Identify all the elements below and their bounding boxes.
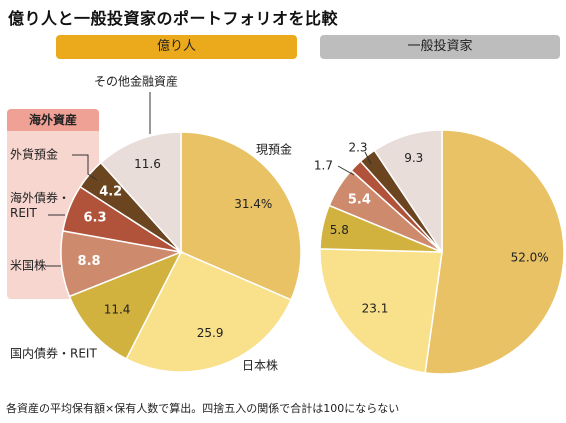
- pie-slice: [99, 131, 182, 254]
- pie-value-label: 23.1: [362, 301, 389, 315]
- category-label: 日本株: [242, 358, 278, 373]
- pie-value-label: 5.4: [348, 193, 371, 208]
- pie-value-label: 5.8: [330, 223, 349, 237]
- pie-title-rich: 億り人: [56, 35, 297, 59]
- category-label: 海外債券・ REIT: [10, 190, 70, 220]
- pie-slice: [319, 248, 443, 374]
- pie-slice: [424, 129, 565, 375]
- pie-value-label: 11.6: [134, 157, 161, 171]
- leader-line: [72, 154, 98, 181]
- pie-value-label: 11.4: [104, 303, 131, 317]
- category-label: 米国株: [10, 258, 46, 273]
- category-label: 外貨預金: [10, 147, 58, 162]
- category-label: その他金融資産: [94, 74, 178, 89]
- overseas-group-label: 海外資産: [7, 109, 99, 131]
- pie-value-label: 4.2: [99, 185, 122, 200]
- pie-value-label: 25.9: [197, 326, 224, 340]
- chart-title: 億り人と一般投資家のポートフォリオを比較: [8, 9, 339, 28]
- pie-slice: [125, 251, 293, 373]
- pie-value-label: 8.8: [78, 254, 101, 269]
- pie-title-general: 一般投資家: [320, 35, 560, 59]
- pie-value-label: 6.3: [84, 211, 107, 226]
- category-label: 現預金: [256, 142, 292, 157]
- pie-value-label: 52.0%: [511, 251, 549, 265]
- footnote: 各資産の平均保有額×保有人数で算出。四捨五入の関係で合計は100にならない: [6, 402, 400, 415]
- pie-value-label: 9.3: [404, 151, 423, 165]
- leader-line: [364, 151, 372, 165]
- category-label: 国内債券・REIT: [10, 346, 97, 361]
- pie-slice: [68, 250, 183, 360]
- leader-line: [337, 165, 355, 176]
- pie-value-label: 1.7: [314, 159, 333, 173]
- pie-value-label: 31.4%: [234, 197, 272, 211]
- pie-value-label: 2.3: [348, 141, 367, 155]
- pie-slice: [180, 131, 302, 301]
- pie-slice: [373, 129, 443, 255]
